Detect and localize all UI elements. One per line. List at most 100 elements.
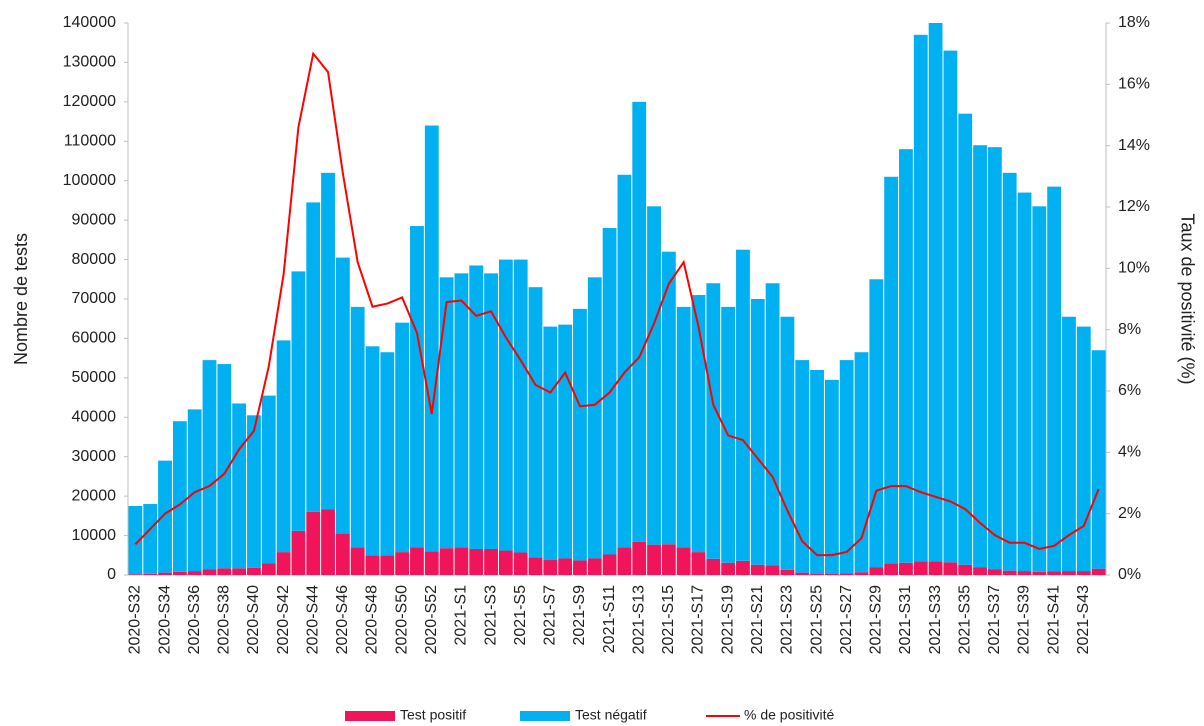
bar — [676, 306, 691, 548]
x-tick-label: 2020-S44 — [304, 585, 321, 654]
y-tick-label: 90000 — [72, 211, 117, 228]
bar — [676, 547, 691, 575]
bar — [1076, 326, 1091, 572]
x-tick-label: 2021-S13 — [630, 585, 647, 654]
legend-label: Test négatif — [575, 707, 647, 723]
bar — [721, 562, 736, 575]
y2-tick-label: 12% — [1118, 198, 1150, 215]
bar — [958, 113, 973, 565]
bar — [513, 552, 528, 575]
bar — [884, 176, 899, 564]
bar — [217, 364, 232, 569]
bar — [943, 50, 958, 563]
bar — [780, 316, 795, 570]
line — [134, 51, 1100, 557]
bar — [202, 569, 217, 575]
bar — [869, 279, 884, 568]
bar — [943, 562, 958, 575]
bar — [632, 541, 647, 575]
bar — [202, 360, 217, 570]
x-tick-label: 2021-S31 — [897, 585, 914, 654]
bar — [128, 506, 143, 575]
bar — [395, 552, 410, 575]
x-tick-label: 2021-S37 — [986, 585, 1003, 654]
bar — [750, 564, 765, 575]
bar — [306, 202, 321, 512]
bar — [172, 571, 187, 575]
bar — [158, 460, 172, 573]
bar — [1062, 316, 1076, 572]
bar — [706, 558, 721, 575]
bar — [602, 554, 617, 575]
bar — [854, 572, 869, 575]
bar — [691, 295, 706, 553]
bar — [261, 563, 276, 575]
bar — [321, 172, 335, 510]
x-tick-label: 2020-S52 — [423, 585, 440, 654]
x-tick-label: 2021-S5 — [512, 585, 529, 646]
bar — [484, 548, 498, 575]
bar — [498, 259, 513, 551]
bar — [143, 573, 158, 575]
bar — [558, 324, 573, 559]
bar — [187, 571, 202, 575]
legend-swatch — [520, 711, 570, 721]
bar — [1032, 571, 1047, 575]
y-tick-label: 110000 — [64, 133, 116, 150]
y-tick-label: 140000 — [63, 14, 116, 31]
bar — [498, 550, 513, 575]
bar — [854, 352, 869, 573]
x-tick-label: 2021-S11 — [601, 585, 618, 653]
bar — [247, 415, 261, 568]
bar — [469, 265, 484, 549]
bar — [410, 547, 424, 575]
bar — [365, 346, 380, 556]
bar — [558, 558, 573, 575]
bar — [617, 547, 632, 575]
bar — [765, 565, 780, 575]
bar — [1062, 571, 1076, 575]
y2-axis-title: Taux de positivité (%) — [1177, 213, 1197, 384]
x-tick-label: 2021-S41 — [1045, 585, 1062, 654]
x-tick-label: 2020-S32 — [127, 585, 144, 654]
y-tick-label: 50000 — [72, 369, 117, 386]
bar — [1091, 568, 1106, 575]
x-tick-label: 2021-S33 — [927, 585, 944, 654]
y-tick-label: 100000 — [63, 172, 116, 189]
bar — [765, 283, 780, 566]
bar — [899, 149, 913, 563]
bar — [247, 567, 261, 575]
bar — [306, 511, 321, 575]
bar — [824, 573, 839, 575]
bar — [810, 369, 824, 574]
bar — [987, 147, 1002, 570]
bar — [1017, 192, 1032, 572]
bar — [1002, 172, 1017, 571]
y-tick-label: 30000 — [72, 448, 117, 465]
bar — [1091, 350, 1106, 569]
bar — [839, 360, 854, 574]
bar — [736, 249, 750, 561]
bar — [543, 326, 558, 561]
y2-tick-label: 18% — [1118, 14, 1150, 31]
bar — [454, 273, 469, 548]
bar — [973, 567, 987, 575]
bar — [395, 322, 410, 553]
bar — [795, 360, 810, 573]
bar — [973, 145, 987, 568]
bar — [172, 421, 187, 572]
y2-tick-label: 2% — [1118, 505, 1141, 522]
bar — [617, 174, 632, 548]
x-tick-label: 2020-S34 — [156, 585, 173, 654]
x-tick-label: 2020-S40 — [245, 585, 262, 654]
bar — [587, 277, 602, 559]
y-tick-label: 20000 — [72, 487, 117, 504]
bar — [232, 403, 247, 569]
legend-label: Test positif — [400, 707, 466, 723]
bar — [661, 544, 676, 575]
bar — [810, 573, 824, 575]
bar — [913, 34, 928, 562]
x-tick-label: 2021-S21 — [749, 585, 766, 654]
bar — [232, 568, 247, 575]
